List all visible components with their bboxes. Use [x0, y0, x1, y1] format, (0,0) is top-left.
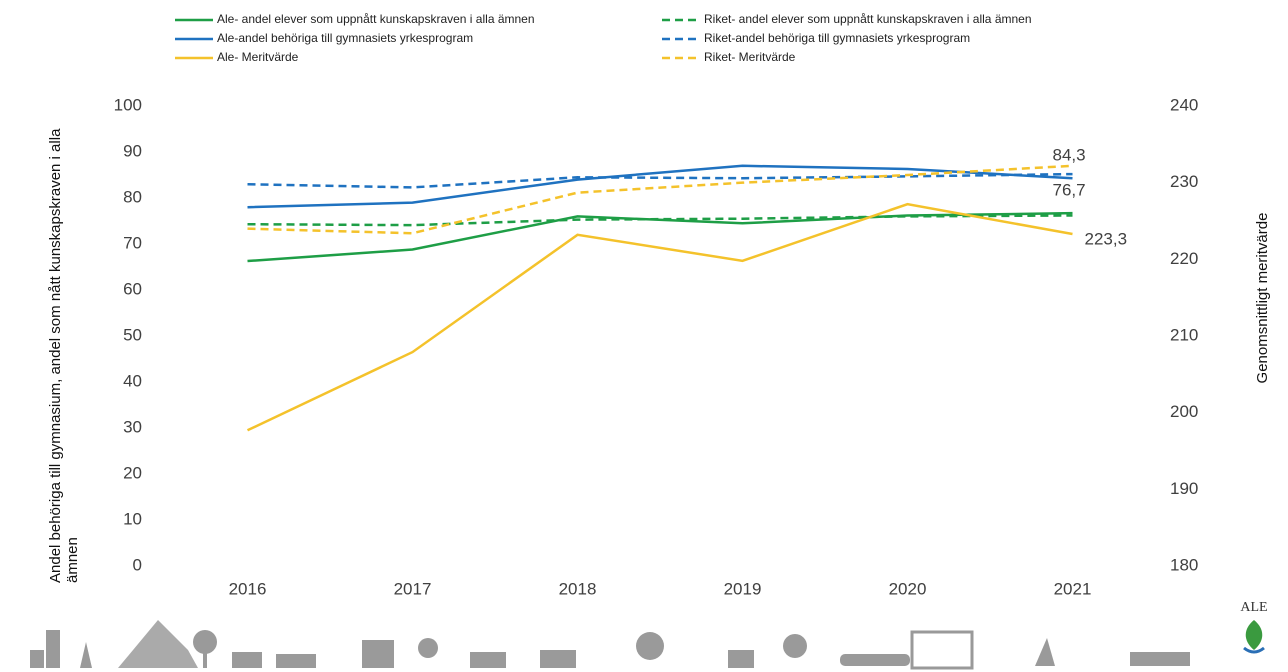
legend-label: Riket-andel behöriga till gymnasiets yrk… [704, 31, 970, 45]
x-tick-label: 2020 [889, 579, 927, 598]
series-line [247, 214, 1073, 227]
x-tick-label: 2018 [559, 579, 597, 598]
value-label: 76,7 [1053, 181, 1086, 200]
y2-axis-title: Genomsnittligt meritvärde [1254, 213, 1271, 384]
y-tick-label: 70 [123, 233, 142, 252]
value-label: 84,3 [1053, 146, 1086, 165]
series-line [247, 164, 1073, 235]
y-tick-label: 20 [123, 463, 142, 482]
y-tick-label: 100 [114, 95, 142, 114]
y2-tick-label: 180 [1170, 555, 1198, 574]
skyline-decoration [30, 620, 1190, 670]
value-label: 223,3 [1085, 230, 1128, 249]
legend-label: Riket- Meritvärde [704, 50, 796, 64]
series-line [247, 172, 1073, 189]
x-tick-label: 2021 [1054, 579, 1092, 598]
logo-leaf [1243, 620, 1265, 654]
legend-label: Ale- andel elever som uppnått kunskapskr… [217, 12, 535, 26]
y-tick-label: 0 [133, 555, 142, 574]
x-tick-label: 2017 [394, 579, 432, 598]
series-line [247, 211, 1073, 263]
y-tick-label: 90 [123, 141, 142, 160]
y-tick-label: 80 [123, 187, 142, 206]
y2-tick-label: 190 [1170, 479, 1198, 498]
y2-tick-label: 220 [1170, 249, 1198, 268]
y-tick-label: 40 [123, 371, 142, 390]
x-tick-label: 2016 [229, 579, 267, 598]
y2-tick-label: 230 [1170, 172, 1198, 191]
y-tick-label: 30 [123, 417, 142, 436]
y-tick-label: 60 [123, 279, 142, 298]
y-tick-label: 50 [123, 325, 142, 344]
logo-text: ALE [1240, 600, 1267, 615]
series-line [247, 164, 1073, 209]
y-tick-label: 10 [123, 509, 142, 528]
legend-label: Riket- andel elever som uppnått kunskaps… [704, 12, 1032, 26]
legend-label: Ale-andel behöriga till gymnasiets yrkes… [217, 31, 473, 45]
y2-tick-label: 240 [1170, 95, 1198, 114]
legend-label: Ale- Meritvärde [217, 50, 299, 64]
y-axis-title: Andel behöriga till gymnasium, andel som… [47, 128, 81, 583]
x-tick-label: 2019 [724, 579, 762, 598]
series-line [246, 202, 1073, 432]
y2-tick-label: 200 [1170, 402, 1198, 421]
y2-tick-label: 210 [1170, 325, 1198, 344]
